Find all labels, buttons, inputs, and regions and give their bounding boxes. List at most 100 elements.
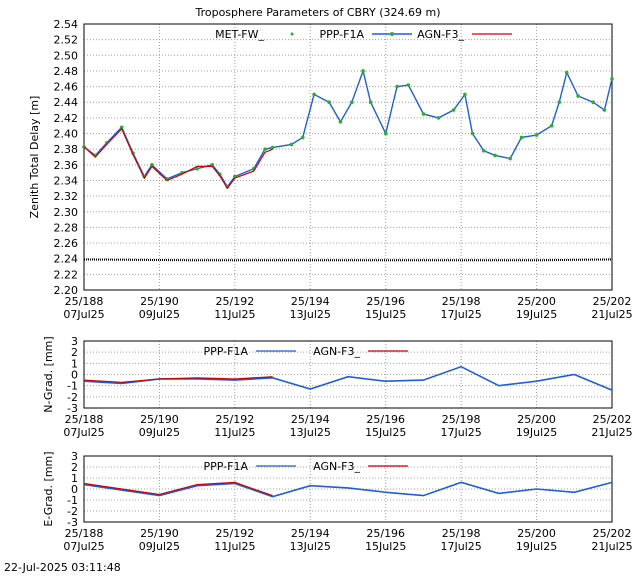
data-point — [564, 70, 569, 75]
y-tick-label: 2.44 — [54, 96, 79, 109]
y-tick-label: 2.38 — [54, 143, 79, 156]
data-point — [119, 125, 124, 130]
x-tick-label: 25/202 — [593, 527, 632, 540]
data-point — [421, 112, 426, 116]
data-point — [557, 100, 561, 105]
y-tick-label: 2.24 — [54, 253, 79, 266]
x-tick-label: 25/190 — [140, 295, 179, 308]
data-point — [338, 119, 343, 124]
series-line — [83, 376, 273, 383]
x-tick-label: 25/202 — [593, 413, 632, 426]
x-tick-label: 25/190 — [140, 527, 179, 540]
data-point — [368, 100, 373, 105]
x-tick-date-label: 07Jul25 — [63, 426, 104, 439]
x-tick-date-label: 13Jul25 — [290, 308, 331, 321]
plot-frame — [83, 455, 613, 523]
x-tick-label: 25/198 — [442, 527, 481, 540]
data-point — [406, 83, 411, 87]
legend-marker — [390, 32, 394, 36]
series-line — [83, 481, 613, 498]
data-point — [508, 156, 512, 161]
x-tick-label: 25/196 — [366, 527, 405, 540]
x-tick-label: 25/198 — [442, 413, 481, 426]
data-point — [383, 131, 388, 136]
x-tick-label: 25/196 — [366, 413, 405, 426]
y-tick-label: 3 — [71, 335, 78, 348]
y-tick-label: 2.34 — [54, 174, 79, 187]
chart-title: Troposphere Parameters of CBRY (324.69 m… — [194, 6, 440, 19]
x-tick-date-label: 15Jul25 — [365, 540, 406, 553]
x-tick-date-label: 19Jul25 — [516, 540, 557, 553]
data-point — [361, 69, 365, 73]
data-point — [493, 153, 497, 158]
legend-label: PPP-F1A — [320, 28, 365, 41]
legend-label: MET-FW_ — [215, 28, 264, 41]
y-tick-label: -1 — [67, 494, 78, 507]
x-tick-label: 25/192 — [216, 527, 255, 540]
legend-label: PPP-F1A — [204, 460, 249, 473]
data-point — [312, 92, 316, 97]
x-tick-date-label: 19Jul25 — [516, 308, 557, 321]
x-tick-label: 25/188 — [65, 295, 104, 308]
x-tick-date-label: 09Jul25 — [139, 540, 180, 553]
y-tick-label: 2.30 — [54, 206, 79, 219]
y-axis-label: E-Grad. [mm] — [42, 451, 55, 526]
data-point — [395, 84, 399, 89]
x-tick-label: 25/194 — [291, 413, 330, 426]
x-tick-date-label: 07Jul25 — [63, 308, 104, 321]
data-point — [481, 148, 486, 153]
data-point — [591, 100, 595, 105]
legend-marker — [290, 32, 294, 36]
data-point — [289, 142, 294, 147]
y-tick-label: 2.20 — [54, 284, 79, 297]
x-tick-date-label: 17Jul25 — [441, 426, 482, 439]
data-point — [610, 76, 614, 81]
y-tick-label: 2.52 — [54, 34, 79, 47]
y-tick-label: -3 — [67, 516, 78, 529]
x-tick-date-label: 21Jul25 — [591, 308, 632, 321]
x-tick-date-label: 11Jul25 — [214, 540, 255, 553]
legend-label: AGN-F3_ — [313, 460, 360, 473]
y-tick-label: 2.22 — [54, 268, 79, 281]
x-tick-date-label: 11Jul25 — [214, 308, 255, 321]
y-tick-label: -2 — [67, 391, 78, 404]
y-tick-label: -3 — [67, 402, 78, 415]
plot-frame — [83, 23, 613, 291]
legend-label: PPP-F1A — [204, 345, 249, 358]
y-axis-label: N-Grad. [mm] — [42, 336, 55, 412]
x-tick-label: 25/188 — [65, 413, 104, 426]
y-tick-label: -1 — [67, 380, 78, 393]
footer-timestamp: 22-Jul-2025 03:11:48 — [4, 561, 121, 574]
x-tick-date-label: 09Jul25 — [139, 426, 180, 439]
data-point — [576, 94, 580, 98]
x-tick-date-label: 13Jul25 — [290, 426, 331, 439]
x-tick-date-label: 21Jul25 — [591, 540, 632, 553]
data-point — [451, 108, 456, 112]
x-tick-label: 25/194 — [291, 295, 330, 308]
y-tick-label: -2 — [67, 505, 78, 518]
y-tick-label: 2.36 — [54, 159, 79, 172]
data-point — [195, 166, 199, 171]
y-axis-label: Zenith Total Delay [m] — [28, 96, 41, 219]
x-tick-date-label: 11Jul25 — [214, 426, 255, 439]
x-tick-label: 25/192 — [216, 413, 255, 426]
x-tick-label: 25/202 — [593, 295, 632, 308]
y-tick-label: 2.50 — [54, 49, 79, 62]
x-tick-label: 25/190 — [140, 413, 179, 426]
data-point — [534, 133, 539, 137]
legend-label: AGN-F3_ — [417, 28, 464, 41]
y-tick-label: 0 — [71, 483, 78, 496]
data-point — [270, 145, 275, 150]
data-point — [470, 131, 475, 136]
x-tick-label: 25/194 — [291, 527, 330, 540]
x-tick-label: 25/200 — [517, 295, 556, 308]
data-point — [300, 135, 305, 140]
y-tick-label: 2.46 — [54, 81, 79, 94]
y-tick-label: 2.42 — [54, 112, 79, 125]
x-tick-date-label: 09Jul25 — [139, 308, 180, 321]
y-tick-label: 2 — [71, 461, 78, 474]
y-tick-label: 2 — [71, 346, 78, 359]
